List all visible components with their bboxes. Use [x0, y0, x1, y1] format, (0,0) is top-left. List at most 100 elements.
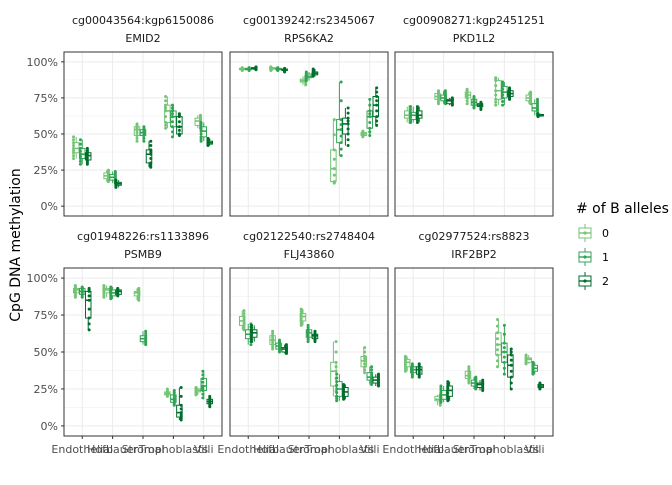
data-point [346, 119, 350, 123]
data-point [72, 157, 76, 161]
data-point [335, 383, 339, 387]
legend-key-point [583, 255, 587, 259]
data-point [135, 139, 139, 143]
data-point [494, 76, 498, 80]
data-point [368, 133, 372, 137]
data-point [370, 380, 374, 384]
data-point [501, 103, 505, 107]
data-point [409, 110, 413, 114]
data-point [201, 392, 205, 396]
data-point [437, 100, 441, 104]
data-point [87, 307, 91, 311]
data-point [311, 67, 315, 71]
data-point [170, 130, 174, 134]
data-point [535, 100, 539, 104]
data-point [346, 106, 350, 110]
data-point [403, 369, 407, 373]
y-tick-label: 50% [34, 128, 58, 141]
data-point [250, 340, 254, 344]
data-point [495, 353, 499, 357]
data-point [342, 392, 346, 396]
data-point [199, 129, 203, 133]
data-point [199, 127, 203, 131]
data-point [370, 373, 374, 377]
data-point [165, 387, 169, 391]
x-tick-label: Endothelial [217, 443, 279, 456]
data-point [177, 125, 181, 129]
data-point [415, 107, 419, 111]
data-point [304, 70, 308, 74]
data-point [201, 386, 205, 390]
facet-strip-probe: cg02977524:rs8823 [419, 230, 530, 243]
data-point [501, 93, 505, 97]
data-point [201, 373, 205, 377]
data-point [335, 372, 339, 376]
data-point [164, 94, 168, 98]
data-point [535, 102, 539, 106]
data-point [509, 387, 513, 391]
data-point [271, 343, 275, 347]
data-point [177, 120, 181, 124]
data-point [102, 293, 106, 297]
x-tick-label: Endothelial [382, 443, 444, 456]
data-point [249, 343, 253, 347]
box-body [330, 149, 337, 183]
data-point [494, 97, 498, 101]
data-point [339, 80, 343, 84]
data-point [170, 112, 174, 116]
data-point [78, 152, 82, 156]
data-point [417, 362, 421, 366]
data-point [335, 387, 339, 391]
data-point [72, 154, 76, 158]
data-point [335, 397, 339, 401]
data-point [242, 328, 246, 332]
data-point [339, 147, 343, 151]
data-point [509, 363, 513, 367]
data-point [78, 138, 82, 142]
data-point [495, 343, 499, 347]
data-point [250, 323, 254, 327]
data-point [467, 374, 471, 378]
data-point [87, 286, 91, 290]
x-tick-label: Stromal [288, 443, 331, 456]
data-point [363, 354, 367, 358]
data-point [164, 115, 168, 119]
data-point [72, 144, 76, 148]
data-point [409, 118, 413, 122]
data-point [335, 380, 339, 384]
data-point [346, 111, 350, 115]
data-point [467, 371, 471, 375]
data-point [87, 294, 91, 298]
data-point [172, 388, 176, 392]
data-point [450, 96, 454, 100]
data-point [494, 100, 498, 104]
data-point [437, 89, 441, 93]
data-point [78, 162, 82, 166]
data-point [177, 112, 181, 116]
legend-label: 2 [602, 275, 609, 288]
data-point [149, 144, 153, 148]
facet-strip-probe: cg02122540:rs2748404 [243, 230, 375, 243]
data-point [342, 388, 346, 392]
data-point [164, 106, 168, 110]
facet-strip-probe: cg00139242:rs2345067 [243, 14, 375, 27]
data-point [415, 113, 419, 117]
data-point [271, 334, 275, 338]
data-point [78, 142, 82, 146]
data-point [78, 149, 82, 153]
data-point [170, 135, 174, 139]
data-point [494, 93, 498, 97]
data-point [306, 326, 310, 330]
data-point [332, 180, 336, 184]
data-point [375, 99, 379, 103]
data-point [509, 347, 513, 351]
facet-strip-probe: cg00043564:kgp6150086 [72, 14, 214, 27]
facet-strip-gene: FLJ43860 [284, 248, 335, 261]
data-point [494, 89, 498, 93]
data-point [199, 125, 203, 129]
data-point [85, 156, 89, 160]
data-point [502, 346, 506, 350]
data-point [242, 323, 246, 327]
data-point [495, 348, 499, 352]
